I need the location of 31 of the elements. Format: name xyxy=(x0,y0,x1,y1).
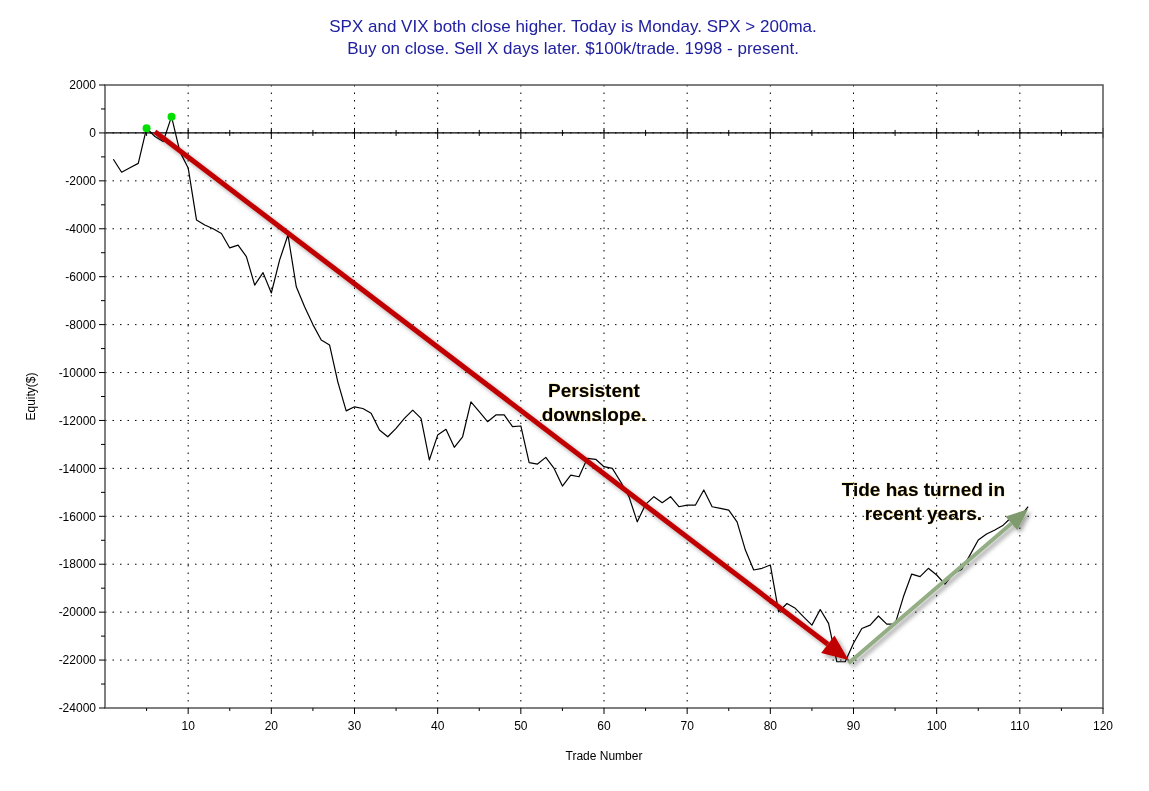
x-tick-label: 50 xyxy=(514,719,528,733)
x-axis-title: Trade Number xyxy=(565,749,643,763)
y-tick-label: -24000 xyxy=(58,701,97,716)
y-tick-label: -4000 xyxy=(65,221,97,236)
x-tick-label: 100 xyxy=(926,719,947,733)
y-tick-label: -8000 xyxy=(65,317,97,332)
x-tick-label: 90 xyxy=(846,719,861,733)
x-tick-label: 80 xyxy=(763,719,778,733)
y-tick-label: -10000 xyxy=(58,365,97,380)
y-tick-label: -6000 xyxy=(65,269,97,284)
chart-title: SPX and VIX both close higher. Today is Monday. SPX > 200ma. Buy on close. Sell X days later. $100k/trade. 1998 - present. xyxy=(329,17,817,58)
annotation: Persistent downslope. xyxy=(541,379,647,425)
y-tick-label: -16000 xyxy=(58,509,97,524)
x-tick-label: 110 xyxy=(1010,719,1030,733)
x-tick-label: 120 xyxy=(1092,719,1114,733)
x-tick-label: 30 xyxy=(347,719,362,733)
x-tick-label: 60 xyxy=(597,719,611,733)
y-tick-label: 0 xyxy=(89,126,97,141)
x-tick-label: 70 xyxy=(680,719,695,733)
y-tick-label: -22000 xyxy=(58,653,97,668)
annotation: Tide has turned in recent years. xyxy=(841,479,1005,525)
y-tick-label: -12000 xyxy=(58,413,97,428)
x-tick-label: 40 xyxy=(430,719,445,733)
x-tick-label: 20 xyxy=(264,719,279,733)
y-tick-label: -18000 xyxy=(58,557,97,572)
y-tick-label: -20000 xyxy=(58,605,97,620)
y-tick-label: -2000 xyxy=(65,174,97,189)
x-tick-label: 10 xyxy=(181,719,196,733)
y-tick-label: 2000 xyxy=(69,78,97,93)
y-tick-label: -14000 xyxy=(58,461,97,476)
y-axis-title: Equity($) xyxy=(24,372,38,421)
